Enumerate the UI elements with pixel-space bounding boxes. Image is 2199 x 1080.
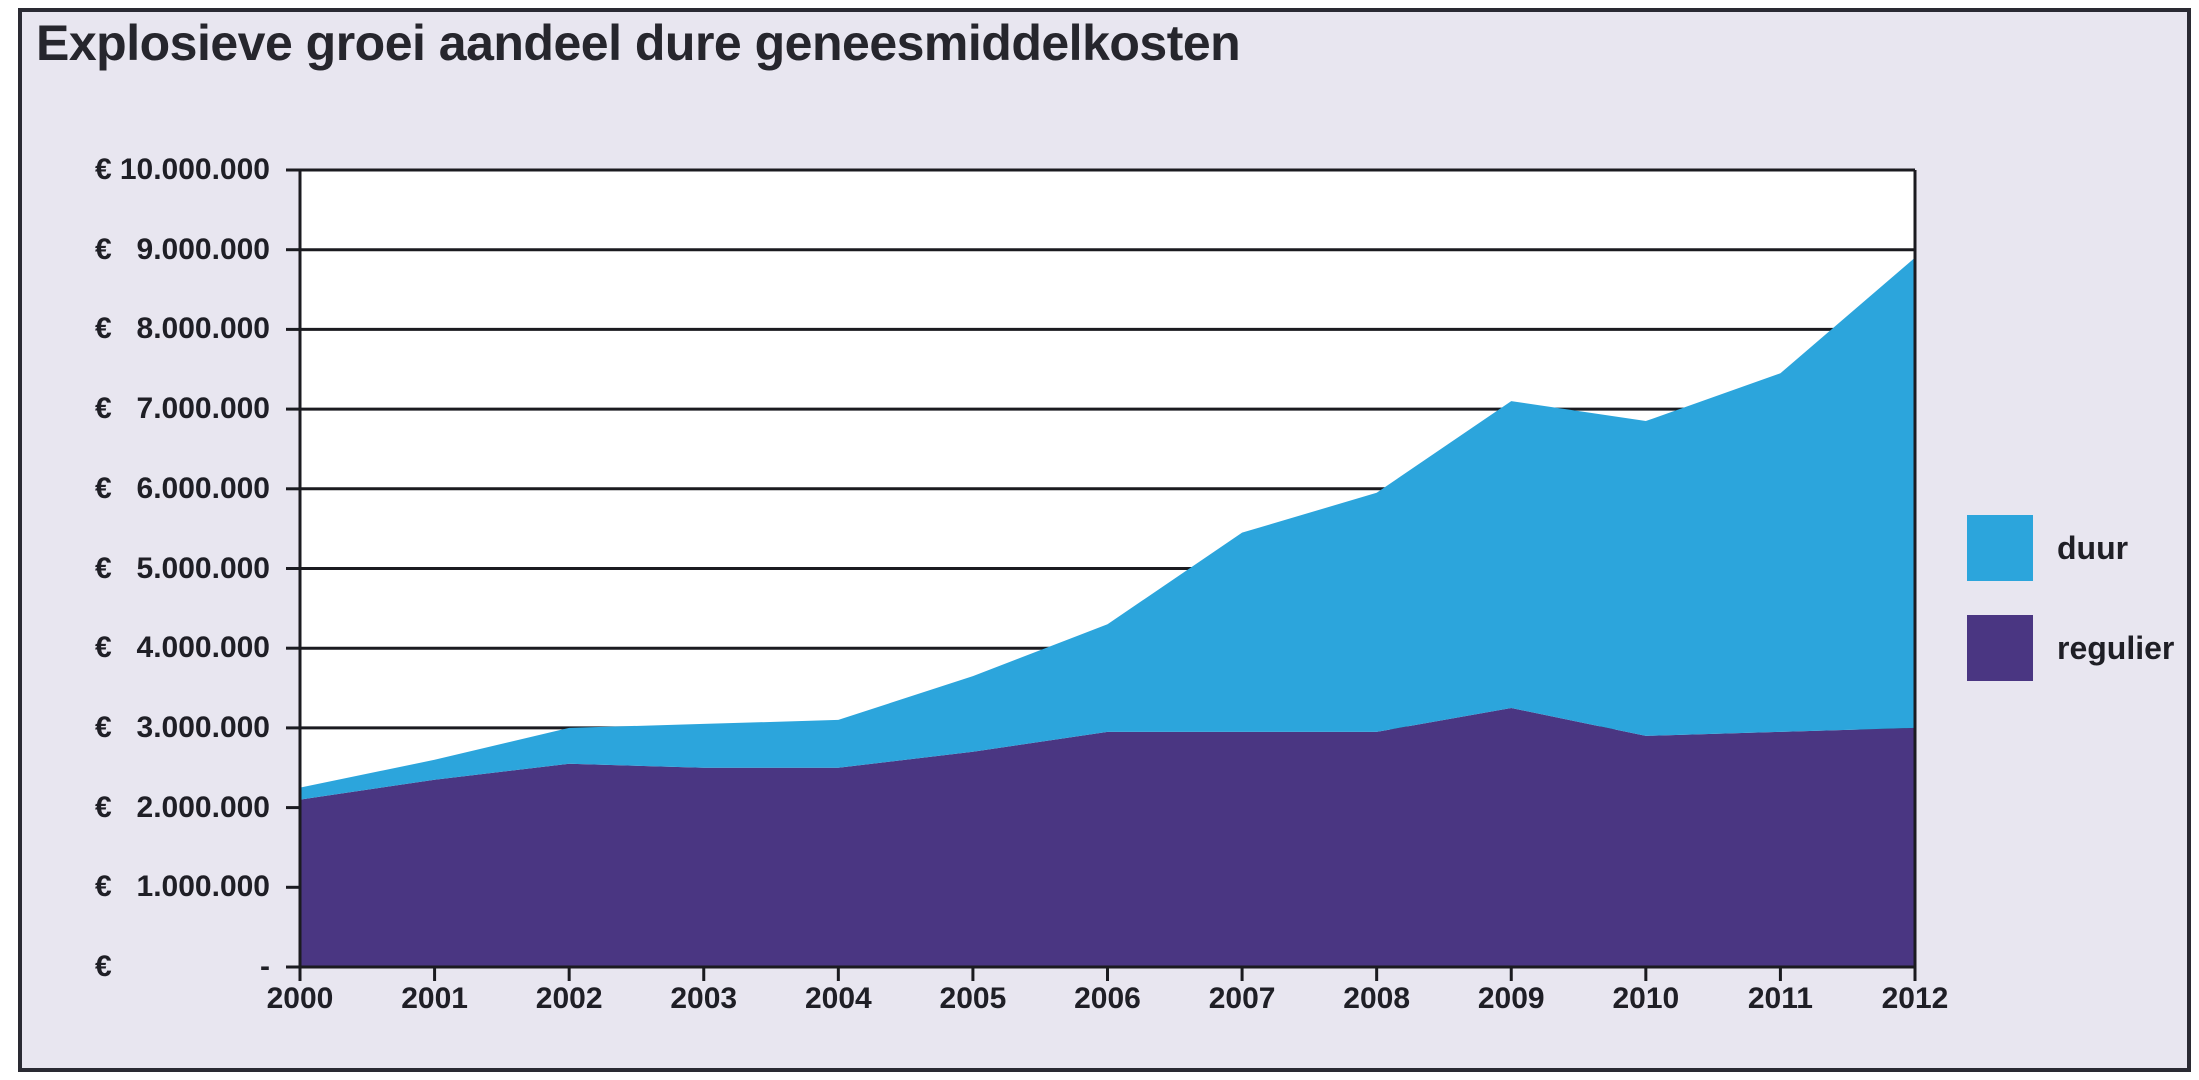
euro-symbol: €	[95, 708, 112, 748]
x-tick-label: 2012	[1845, 982, 1985, 1016]
y-tick-label: €9.000.000	[95, 230, 270, 270]
x-tick-label: 2002	[499, 982, 639, 1016]
euro-symbol: €	[95, 150, 112, 190]
duur-swatch	[1967, 515, 2033, 581]
regulier-label: regulier	[2057, 615, 2174, 681]
euro-symbol: €	[95, 469, 112, 509]
y-tick-label: €8.000.000	[95, 309, 270, 349]
x-tick-label: 2006	[1038, 982, 1178, 1016]
y-tick-label: €5.000.000	[95, 549, 270, 589]
x-tick-label: 2005	[903, 982, 1043, 1016]
y-tick-label: €3.000.000	[95, 708, 270, 748]
y-tick-label: €6.000.000	[95, 469, 270, 509]
y-tick-label: €7.000.000	[95, 389, 270, 429]
y-tick-value: 6.000.000	[137, 469, 270, 509]
x-tick-label: 2001	[365, 982, 505, 1016]
figure: Explosieve groei aandeel dure geneesmidd…	[0, 0, 2199, 1080]
euro-symbol: €	[95, 309, 112, 349]
stacked-area-chart	[0, 0, 2199, 1080]
y-tick-value: 2.000.000	[137, 788, 270, 828]
x-tick-label: 2010	[1576, 982, 1716, 1016]
y-tick-value: 8.000.000	[137, 309, 270, 349]
y-tick-value: 4.000.000	[137, 628, 270, 668]
x-tick-label: 2003	[634, 982, 774, 1016]
y-tick-value: 9.000.000	[137, 230, 270, 270]
x-tick-label: 2000	[230, 982, 370, 1016]
x-tick-label: 2007	[1172, 982, 1312, 1016]
x-tick-label: 2004	[768, 982, 908, 1016]
euro-symbol: €	[95, 628, 112, 668]
x-tick-label: 2009	[1441, 982, 1581, 1016]
y-tick-label: €4.000.000	[95, 628, 270, 668]
x-tick-label: 2008	[1307, 982, 1447, 1016]
euro-symbol: €	[95, 230, 112, 270]
y-tick-value: -	[260, 947, 270, 987]
euro-symbol: €	[95, 867, 112, 907]
euro-symbol: €	[95, 947, 112, 987]
x-tick-label: 2011	[1710, 982, 1850, 1016]
y-tick-value: 7.000.000	[137, 389, 270, 429]
duur-label: duur	[2057, 515, 2128, 581]
legend-item-regulier: regulier	[1967, 615, 2197, 683]
y-tick-label: €2.000.000	[95, 788, 270, 828]
euro-symbol: €	[95, 788, 112, 828]
y-tick-value: 3.000.000	[137, 708, 270, 748]
y-tick-label: €-	[95, 947, 270, 987]
euro-symbol: €	[95, 549, 112, 589]
y-tick-label: €1.000.000	[95, 867, 270, 907]
y-tick-label: €10.000.000	[95, 150, 270, 190]
y-tick-value: 1.000.000	[137, 867, 270, 907]
euro-symbol: €	[95, 389, 112, 429]
y-tick-value: 5.000.000	[137, 549, 270, 589]
legend-item-duur: duur	[1967, 515, 2197, 583]
regulier-swatch	[1967, 615, 2033, 681]
y-tick-value: 10.000.000	[120, 150, 270, 190]
